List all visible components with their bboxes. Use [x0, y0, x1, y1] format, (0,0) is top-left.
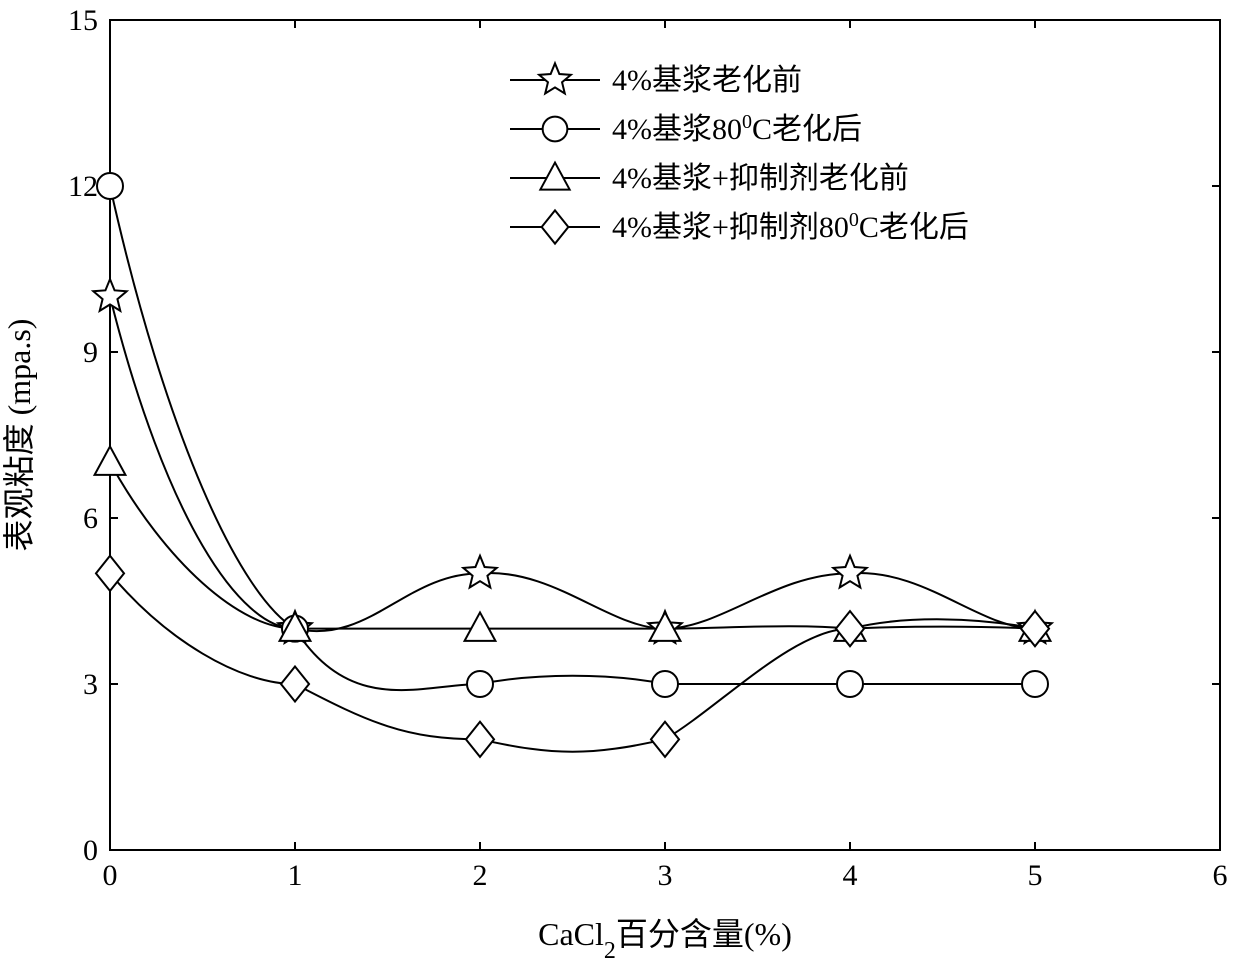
x-tick-label: 3 [658, 859, 673, 892]
line-chart: 012345603691215CaCl2百分含量(%)表观粘度 (mpa.s)4… [0, 0, 1240, 963]
diamond-marker [651, 722, 679, 757]
series-line [110, 573, 1035, 751]
triangle-marker [95, 446, 126, 474]
legend-label: 4%基浆800C老化后 [612, 111, 862, 146]
circle-marker [1022, 671, 1048, 697]
series-line [110, 186, 1035, 690]
y-tick-label: 0 [83, 834, 98, 867]
x-tick-label: 4 [843, 859, 858, 892]
triangle-marker [465, 612, 496, 640]
circle-marker [543, 117, 568, 142]
x-tick-label: 5 [1028, 859, 1043, 892]
x-tick-label: 2 [473, 859, 488, 892]
y-tick-label: 3 [83, 668, 98, 701]
x-tick-label: 1 [288, 859, 303, 892]
legend-label: 4%基浆+抑制剂老化前 [612, 162, 909, 195]
circle-marker [652, 671, 678, 697]
series-line [110, 297, 1035, 631]
diamond-marker [466, 722, 494, 757]
x-axis-label: CaCl2百分含量(%) [538, 916, 792, 963]
star-marker [463, 556, 496, 588]
diamond-marker [281, 666, 309, 701]
triangle-marker [540, 163, 569, 190]
y-tick-label: 9 [83, 336, 98, 369]
y-tick-label: 12 [68, 170, 98, 203]
x-tick-label: 6 [1213, 859, 1228, 892]
y-axis-label: 表观粘度 (mpa.s) [1, 319, 37, 552]
diamond-marker [542, 210, 569, 243]
x-tick-label: 0 [103, 859, 118, 892]
star-marker [833, 556, 866, 588]
legend-label: 4%基浆老化前 [612, 64, 802, 97]
circle-marker [837, 671, 863, 697]
y-tick-label: 15 [68, 4, 98, 37]
star-marker [539, 63, 571, 93]
y-tick-label: 6 [83, 502, 98, 535]
circle-marker [467, 671, 493, 697]
chart-container: 012345603691215CaCl2百分含量(%)表观粘度 (mpa.s)4… [0, 0, 1240, 963]
legend-label: 4%基浆+抑制剂800C老化后 [612, 209, 969, 244]
circle-marker [97, 173, 123, 199]
series-line [110, 463, 1035, 629]
